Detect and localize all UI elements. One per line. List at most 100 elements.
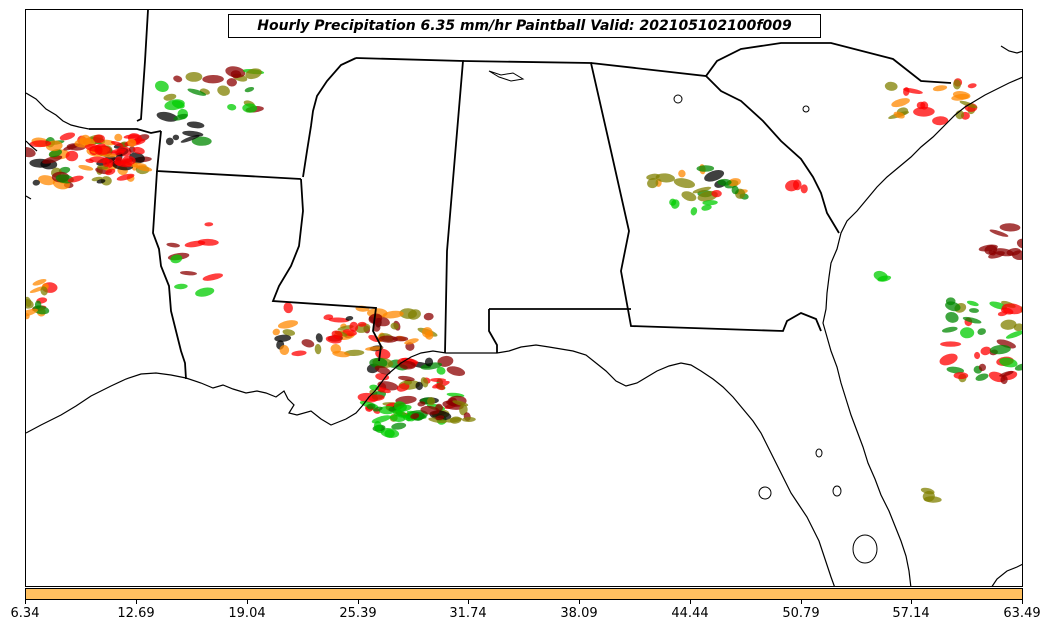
colorbar-tick [801, 600, 802, 604]
precip-blob [202, 273, 223, 281]
precip-blob [277, 320, 299, 329]
colorbar-tick-label: 25.39 [339, 606, 377, 621]
colorbar-tick [358, 600, 359, 604]
precip-blob [226, 78, 237, 87]
precip-blob [217, 85, 230, 96]
precip-blob [42, 155, 63, 164]
precip-blob [59, 132, 76, 141]
precip-blobs [26, 66, 1022, 503]
precip-blob [48, 149, 62, 158]
precip-blob [946, 366, 965, 374]
precip-blob [690, 207, 698, 216]
precip-blob [939, 353, 958, 366]
colorbar-tick [136, 600, 137, 604]
state-borders [89, 10, 952, 380]
precip-blob [187, 88, 207, 96]
precip-blob [105, 168, 116, 176]
precip-blob [974, 351, 981, 360]
precip-blob [960, 327, 975, 339]
precip-blob [372, 406, 383, 412]
precip-blob [702, 200, 718, 206]
precip-blob [967, 83, 977, 89]
precip-blob [980, 346, 992, 356]
precip-blob [166, 242, 180, 248]
precip-blob [180, 134, 200, 143]
precip-blob [230, 70, 242, 79]
precip-blob [999, 370, 1014, 377]
colorbar-tick-label: 50.79 [782, 606, 820, 621]
precip-blob [953, 372, 969, 380]
precip-blob [962, 316, 982, 324]
precip-blob [272, 328, 280, 336]
precip-blob [427, 397, 436, 406]
precip-blob [95, 145, 111, 155]
colorbar-tick [25, 600, 26, 604]
precip-blob [111, 148, 127, 154]
precip-blob [79, 134, 91, 146]
colorbar-tick [468, 600, 469, 604]
precip-blob [227, 103, 237, 111]
precip-blob [155, 80, 169, 93]
precip-blob [922, 490, 935, 502]
precip-blob [692, 186, 712, 194]
precip-blob [163, 93, 177, 101]
precip-blob [435, 415, 445, 421]
precip-blob [100, 139, 116, 146]
colorbar-tick [911, 600, 912, 604]
precip-blob [873, 270, 888, 282]
precip-blob [96, 179, 106, 184]
precip-blob [373, 421, 382, 432]
precip-blob [945, 301, 961, 312]
precip-blob [452, 400, 469, 407]
precip-blob [367, 394, 385, 402]
precip-blob [399, 308, 417, 319]
colorbar-tick [247, 600, 248, 604]
precip-blob [382, 310, 404, 319]
precip-blob [172, 134, 180, 141]
precip-blob [26, 299, 34, 309]
precip-blob [390, 322, 399, 330]
precip-blob [40, 286, 48, 296]
precip-blob [891, 98, 910, 108]
precip-blob [331, 330, 343, 339]
precip-blob [378, 335, 398, 343]
precip-blob [330, 343, 342, 354]
precip-blob [655, 173, 675, 183]
precip-blob [999, 223, 1021, 232]
precip-blob [701, 204, 712, 211]
precip-blob [884, 81, 898, 91]
precip-blob [422, 327, 433, 338]
precip-blob [156, 111, 178, 122]
precip-blob [704, 169, 725, 182]
precip-blob [365, 346, 383, 351]
precip-blob [1000, 307, 1014, 315]
precip-blob [893, 111, 905, 119]
precip-blob [423, 312, 434, 321]
precip-blob [392, 410, 408, 418]
precip-blob [67, 175, 84, 183]
precip-blob [996, 339, 1016, 349]
precip-blob [204, 222, 214, 227]
precip-blob [696, 165, 715, 172]
precip-blob [26, 146, 36, 158]
colorbar-tick-label: 19.04 [228, 606, 266, 621]
colorbar-tick [690, 600, 691, 604]
precip-blob [1012, 250, 1022, 261]
precip-blob [446, 366, 466, 376]
precip-blob [711, 189, 722, 198]
precip-blob [647, 178, 659, 189]
precip-blob [186, 121, 205, 129]
precip-blob [945, 311, 959, 323]
precip-blob [366, 403, 376, 410]
precip-blob [170, 254, 183, 264]
precip-blob [132, 146, 145, 155]
precip-blob [398, 375, 415, 382]
precip-blob [185, 72, 203, 82]
precip-blob [681, 191, 697, 202]
colorbar-tick-label: 63.49 [1003, 606, 1041, 621]
precip-blob [669, 198, 677, 206]
precip-blob [989, 344, 1011, 355]
precip-blob [371, 415, 392, 424]
map-title: Hourly Precipitation 6.35 mm/hr Paintbal… [228, 14, 821, 38]
precip-blob [1005, 330, 1022, 339]
